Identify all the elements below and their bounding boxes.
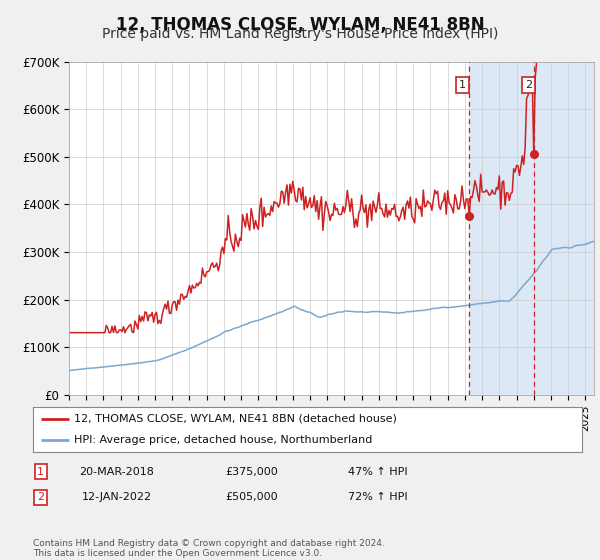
Text: HPI: Average price, detached house, Northumberland: HPI: Average price, detached house, Nort…: [74, 435, 373, 445]
Text: 12, THOMAS CLOSE, WYLAM, NE41 8BN (detached house): 12, THOMAS CLOSE, WYLAM, NE41 8BN (detac…: [74, 414, 397, 424]
Text: 20-MAR-2018: 20-MAR-2018: [80, 466, 154, 477]
Text: 2: 2: [37, 492, 44, 502]
Text: £375,000: £375,000: [226, 466, 278, 477]
Text: Price paid vs. HM Land Registry's House Price Index (HPI): Price paid vs. HM Land Registry's House …: [102, 27, 498, 41]
Text: 12-JAN-2022: 12-JAN-2022: [82, 492, 152, 502]
Text: 1: 1: [37, 466, 44, 477]
Text: 12, THOMAS CLOSE, WYLAM, NE41 8BN: 12, THOMAS CLOSE, WYLAM, NE41 8BN: [116, 16, 484, 34]
Text: 72% ↑ HPI: 72% ↑ HPI: [348, 492, 408, 502]
Bar: [469, 62, 594, 395]
Text: £505,000: £505,000: [226, 492, 278, 502]
Text: Contains HM Land Registry data © Crown copyright and database right 2024.
This d: Contains HM Land Registry data © Crown c…: [33, 539, 385, 558]
Text: 47% ↑ HPI: 47% ↑ HPI: [348, 466, 408, 477]
Text: 1: 1: [459, 80, 466, 90]
Text: 2: 2: [525, 80, 532, 90]
